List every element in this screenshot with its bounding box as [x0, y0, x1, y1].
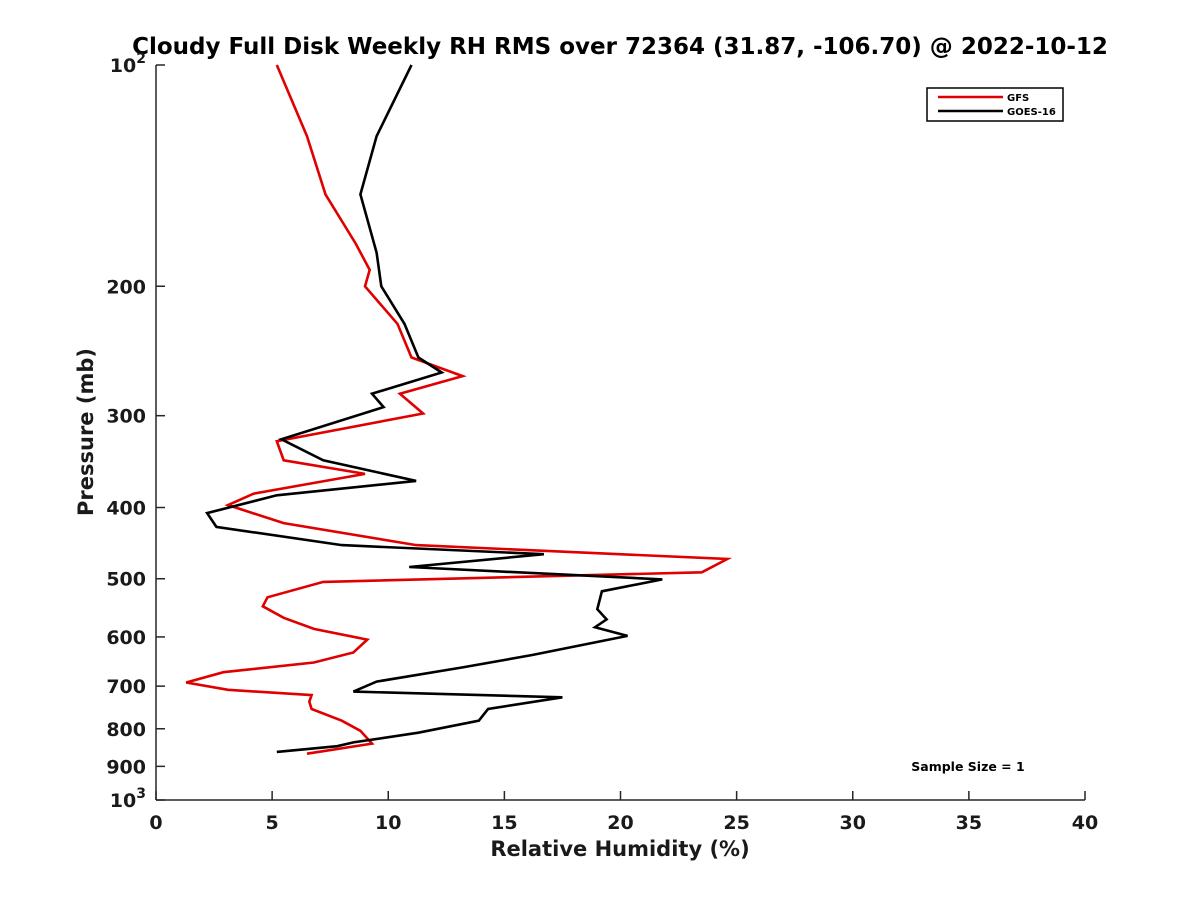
x-tick-label: 20	[607, 812, 633, 834]
legend-label-goes-16: GOES-16	[1007, 107, 1056, 118]
legend: GFS GOES-16	[926, 87, 1064, 122]
y-tick-label: 200	[106, 276, 146, 298]
sample-size-annotation: Sample Size = 1	[911, 759, 1024, 774]
y-axis-label: Pressure (mb)	[74, 348, 98, 516]
x-tick-label: 40	[1072, 812, 1098, 834]
x-tick-label: 25	[723, 812, 749, 834]
y-axis-ticks: 102 200 300 400 500 600 700 800 900 103	[106, 51, 165, 812]
x-axis-ticks: 0 5 10 15 20 25 30 35 40	[149, 791, 1098, 834]
y-tick-label: 102	[110, 51, 146, 77]
x-tick-label: 30	[840, 812, 866, 834]
axes	[155, 65, 1085, 801]
y-tick-label: 600	[106, 627, 146, 649]
x-tick-label: 15	[491, 812, 517, 834]
y-tick-label: 700	[106, 676, 146, 698]
legend-label-gfs: GFS	[1007, 93, 1029, 104]
y-tick-label: 103	[110, 786, 146, 812]
x-axis-label: Relative Humidity (%)	[490, 837, 749, 861]
x-tick-label: 35	[956, 812, 982, 834]
x-tick-label: 10	[375, 812, 401, 834]
chart-title: Cloudy Full Disk Weekly RH RMS over 7236…	[132, 34, 1108, 60]
data-series	[185, 64, 733, 755]
y-tick-label: 300	[106, 406, 146, 428]
x-tick-label: 0	[149, 812, 162, 834]
legend-box	[926, 87, 1064, 122]
y-tick-label: 400	[106, 498, 146, 520]
series-line-gfs	[185, 64, 733, 755]
y-tick-label: 900	[106, 756, 146, 778]
x-tick-label: 5	[266, 812, 279, 834]
y-tick-label: 500	[106, 569, 146, 591]
series-line-goes-16	[204, 64, 663, 754]
y-tick-label: 800	[106, 719, 146, 741]
